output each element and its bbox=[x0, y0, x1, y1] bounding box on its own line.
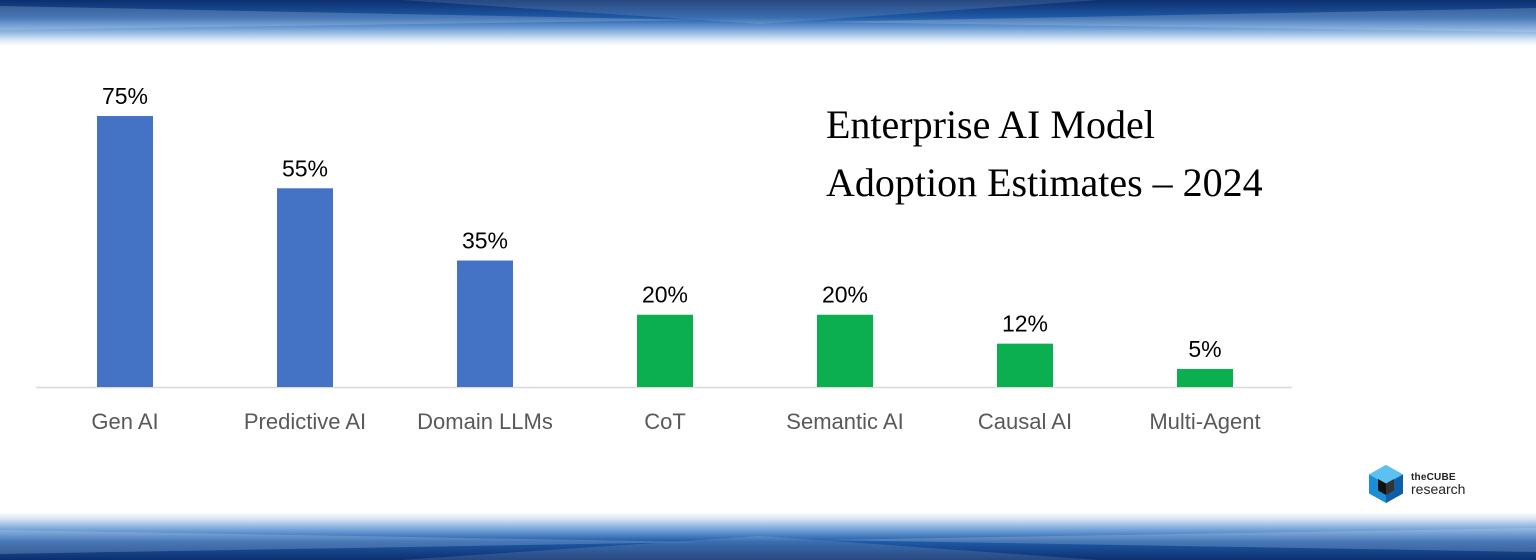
bar-gen-ai bbox=[97, 116, 153, 388]
bottom-band-streaks bbox=[0, 528, 1536, 560]
x-tick-label-causal-ai: Causal AI bbox=[978, 409, 1072, 434]
bar-causal-ai bbox=[997, 343, 1053, 387]
data-label-semantic-ai: 20% bbox=[822, 282, 868, 308]
data-label-causal-ai: 12% bbox=[1002, 311, 1048, 337]
top-decorative-band bbox=[0, 0, 1536, 46]
x-tick-label-predictive-ai: Predictive AI bbox=[244, 409, 366, 434]
data-label-cot: 20% bbox=[642, 282, 688, 308]
bar-cot bbox=[637, 314, 693, 387]
bar-domain-llms bbox=[457, 260, 513, 387]
data-label-multi-agent: 5% bbox=[1188, 336, 1221, 362]
x-tick-label-cot: CoT bbox=[644, 409, 686, 434]
x-tick-label-domain-llms: Domain LLMs bbox=[417, 409, 553, 434]
top-band-streaks bbox=[0, 0, 1536, 32]
bottom-decorative-band bbox=[0, 512, 1536, 560]
bar-multi-agent bbox=[1177, 368, 1233, 387]
chart-title-line-1: Enterprise AI Model bbox=[826, 102, 1155, 147]
data-label-domain-llms: 35% bbox=[462, 228, 508, 254]
chart-title-line-2: Adoption Estimates – 2024 bbox=[826, 160, 1263, 205]
logo-text-brand: theCUBE bbox=[1411, 472, 1456, 483]
bar-chart: 75% 55% 35% 20% 20% 12% 5% Gen AI Predictive AI… bbox=[36, 83, 1292, 434]
x-tick-label-semantic-ai: Semantic AI bbox=[786, 409, 903, 434]
x-tick-label-multi-agent: Multi-Agent bbox=[1149, 409, 1260, 434]
cube-logo-icon bbox=[1369, 465, 1403, 503]
bars-group bbox=[97, 116, 1233, 388]
x-tick-labels-group: Gen AI Predictive AI Domain LLMs CoT Semanti… bbox=[91, 409, 1260, 434]
thecube-research-logo: theCUBE research bbox=[1366, 464, 1486, 504]
bar-semantic-ai bbox=[817, 314, 873, 387]
chart-title: Enterprise AI Model Adoption Estimates –… bbox=[826, 96, 1426, 212]
data-labels-group: 75% 55% 35% 20% 20% 12% 5% bbox=[102, 83, 1222, 362]
bar-predictive-ai bbox=[277, 188, 333, 387]
data-label-predictive-ai: 55% bbox=[282, 155, 328, 181]
data-label-gen-ai: 75% bbox=[102, 83, 148, 109]
logo-text-research: research bbox=[1411, 481, 1466, 497]
x-tick-label-gen-ai: Gen AI bbox=[91, 409, 158, 434]
